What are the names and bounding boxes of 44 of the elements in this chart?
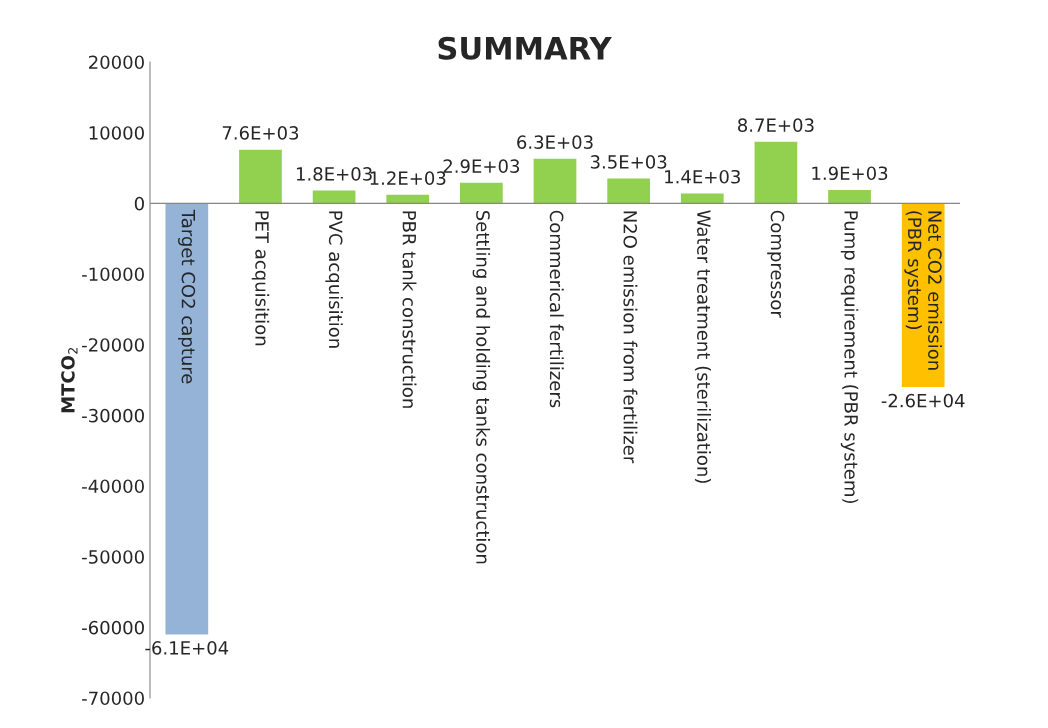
- data-label: 1.4E+03: [665, 169, 740, 184]
- x-tick-label: Settling and holding tanks construction: [472, 210, 491, 564]
- y-tick-label: -70000: [82, 691, 144, 706]
- data-label: 1.2E+03: [370, 171, 446, 185]
- y-tick-label: -60000: [82, 620, 144, 635]
- y-tick-label: 0: [134, 196, 144, 211]
- data-label: -6.1E+04: [145, 641, 229, 655]
- x-tick-label: Pump requirement (PBR system): [840, 211, 859, 503]
- bar: [386, 194, 430, 204]
- bar: [680, 193, 724, 204]
- bar: [165, 203, 209, 635]
- data-label: -2.6E+04: [881, 393, 965, 408]
- x-tick-label: Net CO2 emission (PBR system): [904, 211, 943, 370]
- x-tick-label: Commerical fertilizers: [549, 210, 564, 408]
- y-tick-label: 10000: [89, 126, 144, 140]
- y-axis-title: MTCO$_{2}$: [61, 348, 78, 413]
- bar: [460, 182, 503, 204]
- x-tick-label: PVC acquisition: [325, 211, 343, 348]
- y-tick-label: 20000: [89, 55, 144, 70]
- x-tick-label: Compressor: [767, 210, 785, 318]
- y-tick-label: -20000: [82, 338, 144, 352]
- bar: [754, 141, 798, 204]
- chart-title: SUMMARY: [438, 36, 612, 60]
- data-label: 6.3E+03: [517, 135, 593, 149]
- x-tick-label: Target CO2 capture: [178, 209, 196, 384]
- bar: [607, 178, 650, 204]
- data-label: 3.5E+03: [590, 155, 667, 169]
- y-tick-label: -50000: [82, 550, 144, 564]
- bar: [828, 189, 871, 204]
- x-tick-label: N2O emission from fertilizer: [623, 211, 638, 464]
- y-tick-label: -30000: [82, 408, 144, 423]
- x-tick-label: PBR tank construction: [402, 211, 417, 408]
- y-tick-label: -40000: [82, 479, 144, 494]
- data-label: 2.9E+03: [443, 159, 520, 173]
- x-tick-label: Water treatment (sterilization): [694, 210, 712, 483]
- bar: [239, 149, 282, 204]
- bar: [533, 158, 577, 204]
- bar: [312, 190, 356, 204]
- data-label: 1.9E+03: [812, 166, 888, 181]
- data-label: 8.7E+03: [738, 118, 814, 132]
- x-tick-label: PET acquisition: [251, 211, 270, 346]
- data-label: 7.6E+03: [222, 126, 299, 140]
- y-tick-label: -10000: [82, 267, 144, 282]
- data-label: 1.8E+03: [296, 167, 372, 181]
